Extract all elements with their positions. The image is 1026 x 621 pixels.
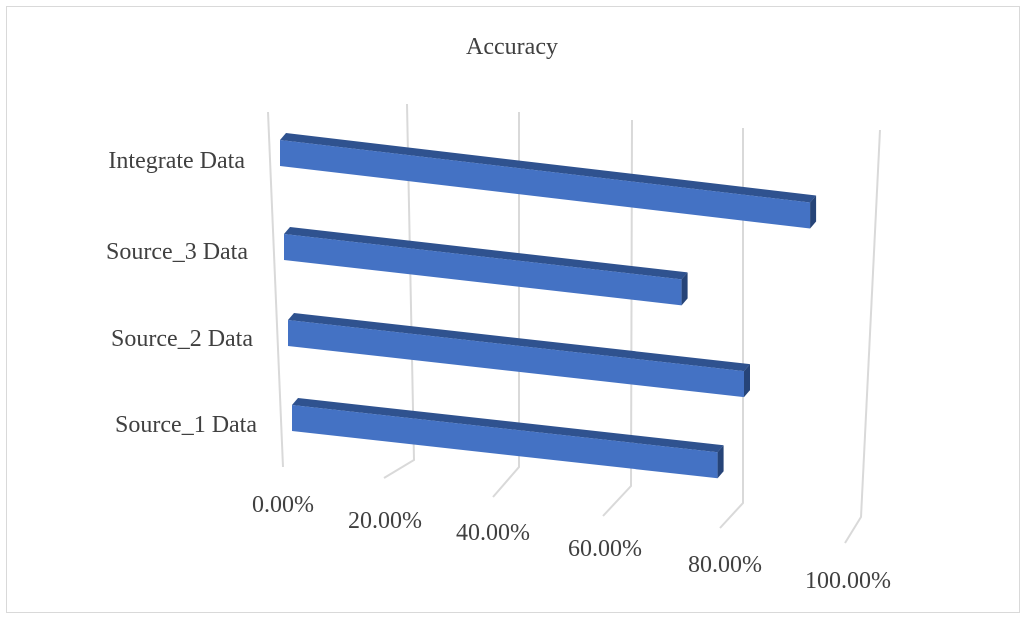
bar-side-face — [810, 195, 817, 229]
gridline — [267, 111, 284, 468]
bars — [280, 133, 817, 479]
x-tick-label: 20.00% — [348, 508, 422, 534]
category-label: Source_2 Data — [111, 326, 253, 352]
bar-side-face — [717, 445, 724, 479]
gridlines — [267, 103, 881, 544]
category-label: Integrate Data — [108, 148, 245, 174]
chart-frame — [6, 6, 1020, 613]
x-tick-label: 100.00% — [805, 568, 891, 594]
bar-source-3-data — [284, 227, 688, 306]
bar-source-2-data — [288, 313, 750, 398]
bar-front-face — [288, 320, 744, 398]
bar-front-face — [292, 405, 718, 479]
category-label: Source_1 Data — [115, 412, 257, 438]
category-labels: Source_1 Data Source_2 Data Source_3 Data I… — [106, 148, 257, 438]
bar-top-face — [288, 313, 750, 372]
x-tick-label: 40.00% — [456, 520, 530, 546]
bar-side-face — [681, 272, 688, 306]
bar-front-face — [280, 140, 811, 229]
bar-front-face — [284, 234, 682, 306]
bar-source-1-data — [292, 398, 724, 479]
bar-top-face — [284, 227, 688, 280]
bar-top-face — [280, 133, 817, 203]
bar-top-face — [292, 398, 724, 453]
gridline — [844, 129, 881, 544]
gridline — [719, 128, 744, 529]
x-tick-label: 0.00% — [252, 492, 314, 518]
x-tick-label: 60.00% — [568, 536, 642, 562]
x-axis-ticks: 0.00% 20.00% 40.00% 60.00% 80.00% 100.00% — [252, 492, 891, 594]
chart-title: Accuracy — [466, 34, 558, 60]
bar-side-face — [744, 364, 750, 398]
gridline — [492, 112, 520, 498]
bar-integrate-data — [280, 133, 817, 229]
gridline — [602, 119, 633, 517]
x-tick-label: 80.00% — [688, 552, 762, 578]
category-label: Source_3 Data — [106, 239, 248, 265]
gridline — [383, 103, 416, 479]
